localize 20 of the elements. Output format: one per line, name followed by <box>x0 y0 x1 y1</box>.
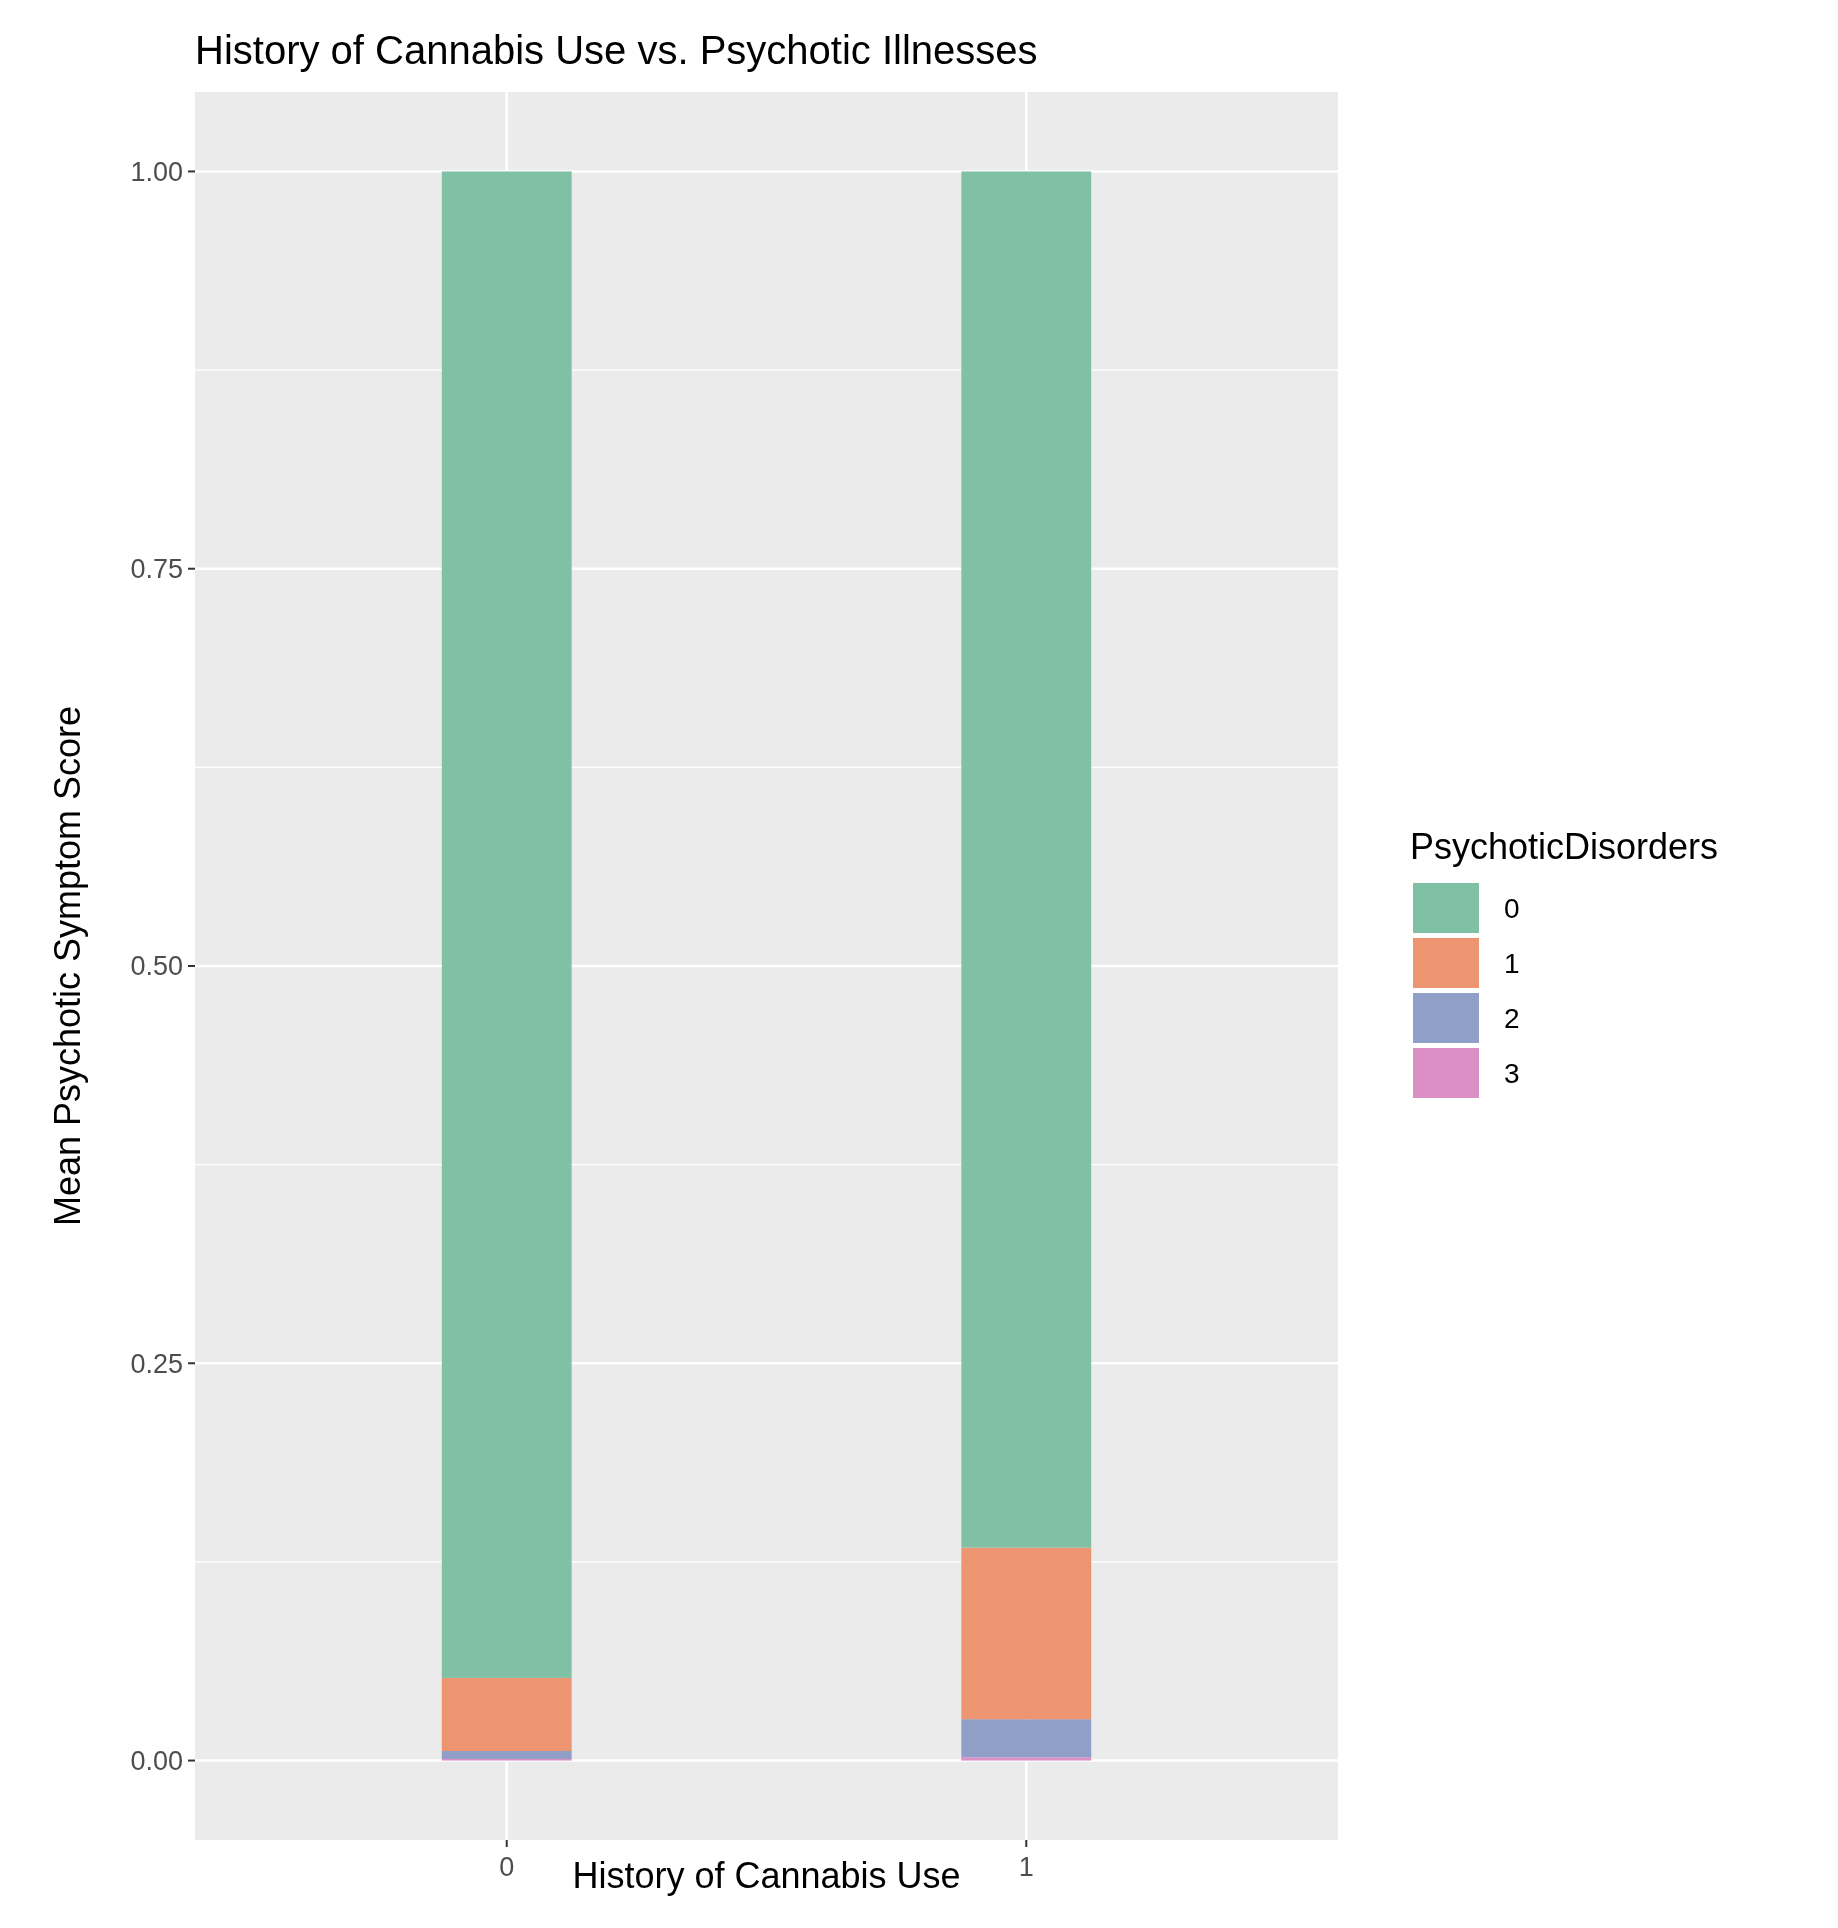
bar <box>441 171 572 1678</box>
bar <box>441 1751 572 1759</box>
y-tick-label: 0.25 <box>130 1348 183 1379</box>
bar <box>961 1757 1092 1761</box>
legend-label: 0 <box>1504 892 1520 924</box>
legend-label: 3 <box>1504 1057 1520 1089</box>
bar <box>441 1677 572 1752</box>
chart-title: History of Cannabis Use vs. Psychotic Illnesses <box>195 28 1038 72</box>
x-axis-title: History of Cannabis Use <box>572 1855 961 1896</box>
y-tick-label: 0.75 <box>130 554 183 585</box>
bar <box>961 171 1092 1548</box>
legend-label: 2 <box>1504 1002 1520 1034</box>
y-tick-label: 1.00 <box>130 156 183 187</box>
bar <box>961 1719 1092 1758</box>
y-tick-label: 0.50 <box>130 951 183 982</box>
legend-label: 1 <box>1504 947 1520 979</box>
y-tick-label: 0.00 <box>130 1746 183 1776</box>
bar <box>961 1547 1092 1720</box>
y-axis-title: Mean Psychotic Symptom Score <box>47 705 88 1227</box>
legend-title: PsychoticDisorders <box>1410 826 1719 867</box>
